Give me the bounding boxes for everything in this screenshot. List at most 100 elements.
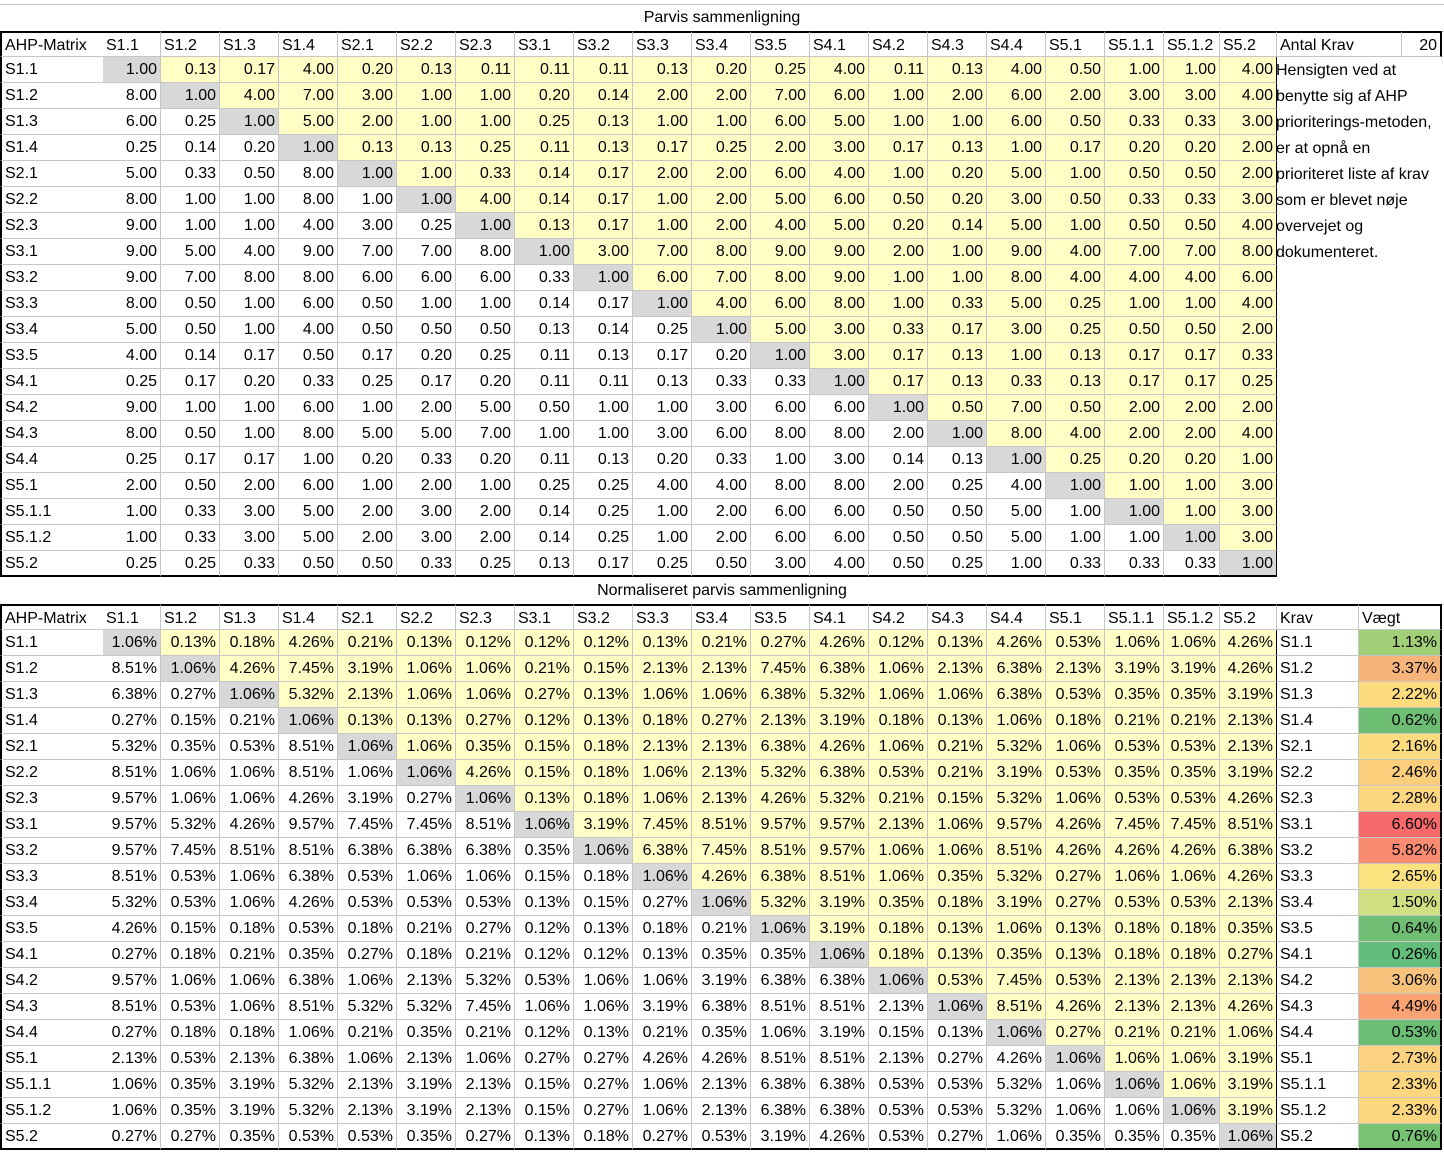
normalized-cell[interactable]: 6.38% <box>338 838 397 864</box>
matrix-cell[interactable]: 0.13 <box>161 57 220 83</box>
normalized-cell[interactable]: 1.06% <box>397 864 456 890</box>
normalized-cell[interactable]: 8.51% <box>456 812 515 838</box>
normalized-cell[interactable]: 0.27% <box>161 682 220 708</box>
krav-label[interactable]: S5.1.1 <box>1277 1072 1359 1098</box>
normalized-cell[interactable]: 0.12% <box>515 1020 574 1046</box>
normalized-cell[interactable]: 4.26% <box>810 734 869 760</box>
matrix-cell[interactable]: 2.00 <box>338 499 397 525</box>
matrix-cell[interactable]: 3.00 <box>574 239 633 265</box>
top-row-label[interactable]: S3.5 <box>0 343 104 369</box>
matrix-cell[interactable]: 0.14 <box>515 291 574 317</box>
matrix-cell[interactable]: 0.13 <box>574 343 633 369</box>
weight-cell[interactable]: 3.37% <box>1359 656 1442 682</box>
matrix-cell[interactable]: 0.33 <box>1164 551 1220 577</box>
weight-cell[interactable]: 2.16% <box>1359 734 1442 760</box>
normalized-cell[interactable]: 5.32% <box>987 786 1046 812</box>
matrix-cell[interactable]: 0.50 <box>1105 213 1164 239</box>
matrix-cell[interactable]: 7.00 <box>987 395 1046 421</box>
matrix-cell[interactable]: 3.00 <box>1220 525 1277 551</box>
matrix-cell[interactable]: 9.00 <box>103 239 161 265</box>
normalized-cell[interactable]: 0.27% <box>1046 1020 1105 1046</box>
normalized-cell[interactable]: 6.38% <box>279 1046 338 1072</box>
normalized-cell[interactable]: 0.13% <box>574 708 633 734</box>
matrix-cell[interactable]: 8.00 <box>103 421 161 447</box>
matrix-cell[interactable]: 4.00 <box>220 83 279 109</box>
normalized-cell[interactable]: 0.35% <box>397 1124 456 1150</box>
normalized-cell[interactable]: 0.15% <box>515 734 574 760</box>
normalized-cell[interactable]: 0.12% <box>515 708 574 734</box>
matrix-cell[interactable]: 6.00 <box>338 265 397 291</box>
matrix-cell[interactable]: 0.17 <box>574 551 633 577</box>
normalized-cell[interactable]: 1.06% <box>1164 630 1220 656</box>
normalized-cell[interactable]: 0.53% <box>869 1072 928 1098</box>
top-col-header[interactable]: S1.4 <box>279 31 338 57</box>
matrix-cell[interactable]: 0.17 <box>869 343 928 369</box>
matrix-cell[interactable]: 7.00 <box>692 265 751 291</box>
normalized-cell[interactable]: 0.18% <box>220 630 279 656</box>
matrix-cell[interactable]: 5.00 <box>810 109 869 135</box>
matrix-cell[interactable]: 0.17 <box>161 447 220 473</box>
normalized-cell[interactable]: 4.26% <box>279 890 338 916</box>
bottom-col-header[interactable]: S3.2 <box>574 604 633 630</box>
weight-cell[interactable]: 1.13% <box>1359 630 1442 656</box>
normalized-cell[interactable]: 9.57% <box>103 786 161 812</box>
normalized-cell[interactable]: 0.12% <box>869 630 928 656</box>
normalized-cell[interactable]: 5.32% <box>987 734 1046 760</box>
bottom-col-header[interactable]: S5.1.1 <box>1105 604 1164 630</box>
normalized-cell[interactable]: 3.19% <box>692 968 751 994</box>
matrix-cell[interactable]: 0.25 <box>456 551 515 577</box>
normalized-cell[interactable]: 0.13% <box>515 890 574 916</box>
normalized-cell[interactable]: 2.13% <box>456 1072 515 1098</box>
matrix-cell[interactable]: 0.50 <box>515 395 574 421</box>
top-row-label[interactable]: S5.1.2 <box>0 525 104 551</box>
normalized-cell[interactable]: 0.53% <box>338 890 397 916</box>
matrix-cell[interactable]: 8.00 <box>103 187 161 213</box>
matrix-cell[interactable]: 1.00 <box>338 161 397 187</box>
matrix-cell[interactable]: 1.00 <box>1220 447 1277 473</box>
top-row-label[interactable]: S4.2 <box>0 395 104 421</box>
bottom-col-header[interactable]: S5.2 <box>1220 604 1277 630</box>
matrix-cell[interactable]: 0.17 <box>338 343 397 369</box>
normalized-cell[interactable]: 0.18% <box>1164 942 1220 968</box>
matrix-cell[interactable]: 0.33 <box>692 447 751 473</box>
matrix-cell[interactable]: 0.50 <box>869 187 928 213</box>
normalized-cell[interactable]: 8.51% <box>1220 812 1277 838</box>
normalized-cell[interactable]: 0.35% <box>220 1124 279 1150</box>
normalized-cell[interactable]: 0.35% <box>692 942 751 968</box>
matrix-cell[interactable]: 0.25 <box>1220 369 1277 395</box>
matrix-cell[interactable]: 0.14 <box>515 161 574 187</box>
matrix-cell[interactable]: 1.00 <box>633 291 692 317</box>
normalized-cell[interactable]: 2.13% <box>692 1098 751 1124</box>
normalized-cell[interactable]: 0.53% <box>279 916 338 942</box>
top-row-label[interactable]: S3.2 <box>0 265 104 291</box>
matrix-cell[interactable]: 1.00 <box>987 447 1046 473</box>
bottom-col-header[interactable]: S1.1 <box>103 604 161 630</box>
normalized-cell[interactable]: 0.27% <box>161 1124 220 1150</box>
top-col-header[interactable]: S5.1 <box>1046 31 1105 57</box>
matrix-cell[interactable]: 1.00 <box>279 135 338 161</box>
matrix-cell[interactable]: 4.00 <box>103 343 161 369</box>
normalized-cell[interactable]: 5.32% <box>456 968 515 994</box>
normalized-cell[interactable]: 0.35% <box>1105 682 1164 708</box>
normalized-cell[interactable]: 1.06% <box>279 1020 338 1046</box>
matrix-cell[interactable]: 2.00 <box>869 421 928 447</box>
bottom-col-header[interactable]: S4.3 <box>928 604 987 630</box>
matrix-cell[interactable]: 0.17 <box>633 135 692 161</box>
matrix-cell[interactable]: 0.20 <box>869 213 928 239</box>
matrix-cell[interactable]: 0.17 <box>220 447 279 473</box>
matrix-cell[interactable]: 4.00 <box>810 161 869 187</box>
normalized-cell[interactable]: 2.13% <box>928 656 987 682</box>
normalized-cell[interactable]: 0.53% <box>1046 968 1105 994</box>
matrix-cell[interactable]: 8.00 <box>103 83 161 109</box>
normalized-cell[interactable]: 1.06% <box>928 994 987 1020</box>
normalized-cell[interactable]: 3.19% <box>574 812 633 838</box>
matrix-cell[interactable]: 0.17 <box>1164 369 1220 395</box>
krav-label[interactable]: S4.3 <box>1277 994 1359 1020</box>
matrix-cell[interactable]: 0.50 <box>161 473 220 499</box>
normalized-cell[interactable]: 4.26% <box>103 916 161 942</box>
matrix-cell[interactable]: 9.00 <box>279 239 338 265</box>
normalized-cell[interactable]: 5.32% <box>397 994 456 1020</box>
normalized-cell[interactable]: 0.18% <box>574 734 633 760</box>
normalized-cell[interactable]: 0.21% <box>220 708 279 734</box>
matrix-cell[interactable]: 0.25 <box>633 317 692 343</box>
